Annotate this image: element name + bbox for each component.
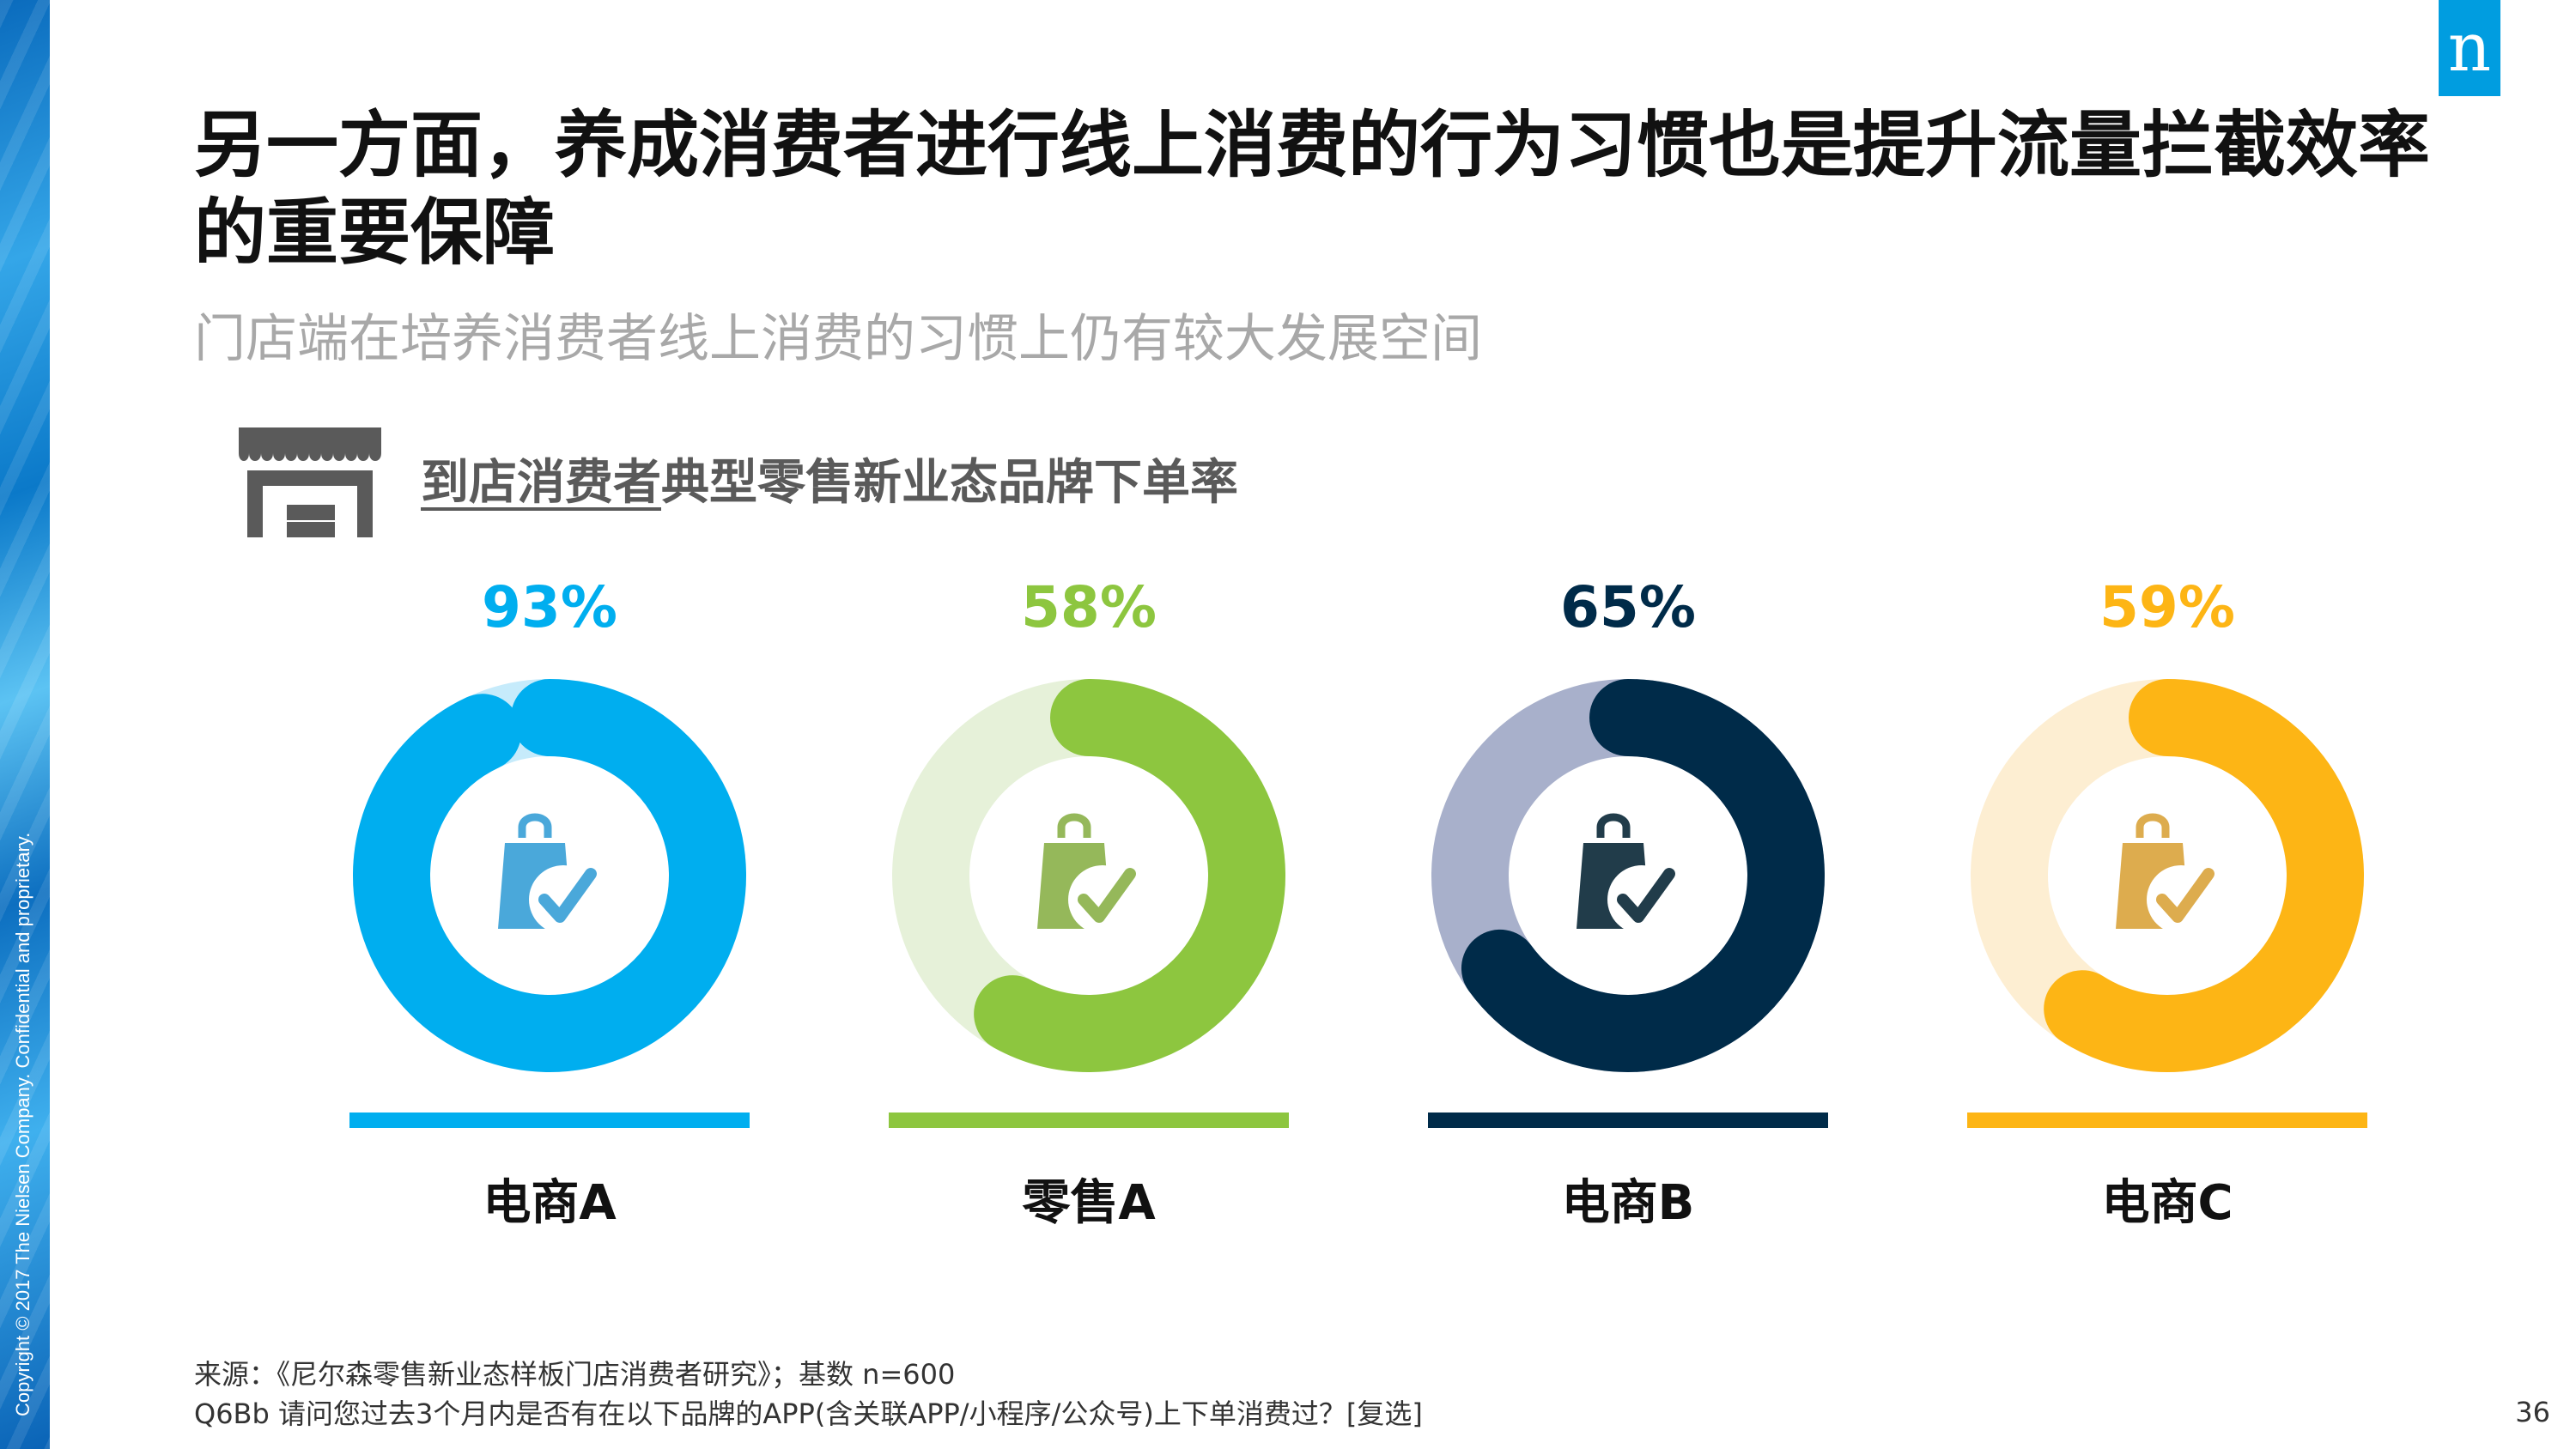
store-icon (239, 427, 381, 537)
chart-2-category-label: 零售A (1022, 1175, 1156, 1231)
left-decorative-strip: Copyright © 2017 The Nielsen Company. Co… (0, 0, 50, 1449)
chart-2-baseline-bar (889, 1113, 1289, 1128)
chart-4-category-label: 电商C (2101, 1175, 2233, 1231)
chart-heading-underlined: 到店消费者 (421, 455, 661, 511)
chart-4-baseline-bar (1967, 1113, 2367, 1128)
page-title: 另一方面，养成消费者进行线上消费的行为习惯也是提升流量拦截效率的重要保障 (194, 103, 2431, 275)
source-line-2: Q6Bb 请问您过去3个月内是否有在以下品牌的APP(含关联APP/小程序/公众… (194, 1397, 1423, 1430)
chart-heading: 到店消费者典型零售新业态品牌下单率 (421, 453, 1238, 513)
chart-1-value-arc (353, 679, 746, 1072)
chart-3-category-label: 电商B (1562, 1175, 1695, 1231)
chart-1-category-label: 电商A (483, 1175, 617, 1231)
chart-4-value-arc (1971, 679, 2364, 1072)
chart-4-value-label: 59% (2099, 574, 2235, 640)
chart-3-shopping-bag-check-icon (1577, 813, 1676, 934)
page-number: 36 (2515, 1396, 2550, 1428)
chart-1-value-label: 93% (482, 574, 617, 640)
chart-3-baseline-bar (1428, 1113, 1828, 1128)
chart-1-shopping-bag-check-icon (498, 813, 598, 934)
chart-2-shopping-bag-check-icon (1037, 813, 1137, 934)
source-line-1: 来源：《尼尔森零售新业态样板门店消费者研究》；基数 n=600 (194, 1358, 956, 1391)
chart-1-baseline-bar (349, 1113, 750, 1128)
chart-3-value-arc (1431, 679, 1825, 1072)
chart-2-value-label: 58% (1021, 574, 1157, 640)
chart-3-value-label: 65% (1560, 574, 1696, 640)
page-subtitle: 门店端在培养消费者线上消费的习惯上仍有较大发展空间 (194, 309, 1482, 369)
nielsen-logo: n (2439, 0, 2500, 96)
chart-4-shopping-bag-check-icon (2116, 813, 2215, 934)
chart-heading-rest: 典型零售新业态品牌下单率 (661, 455, 1238, 511)
source-note: 来源：《尼尔森零售新业态样板门店消费者研究》；基数 n=600 Q6Bb 请问您… (194, 1355, 1423, 1434)
chart-2-value-arc (892, 679, 1285, 1072)
